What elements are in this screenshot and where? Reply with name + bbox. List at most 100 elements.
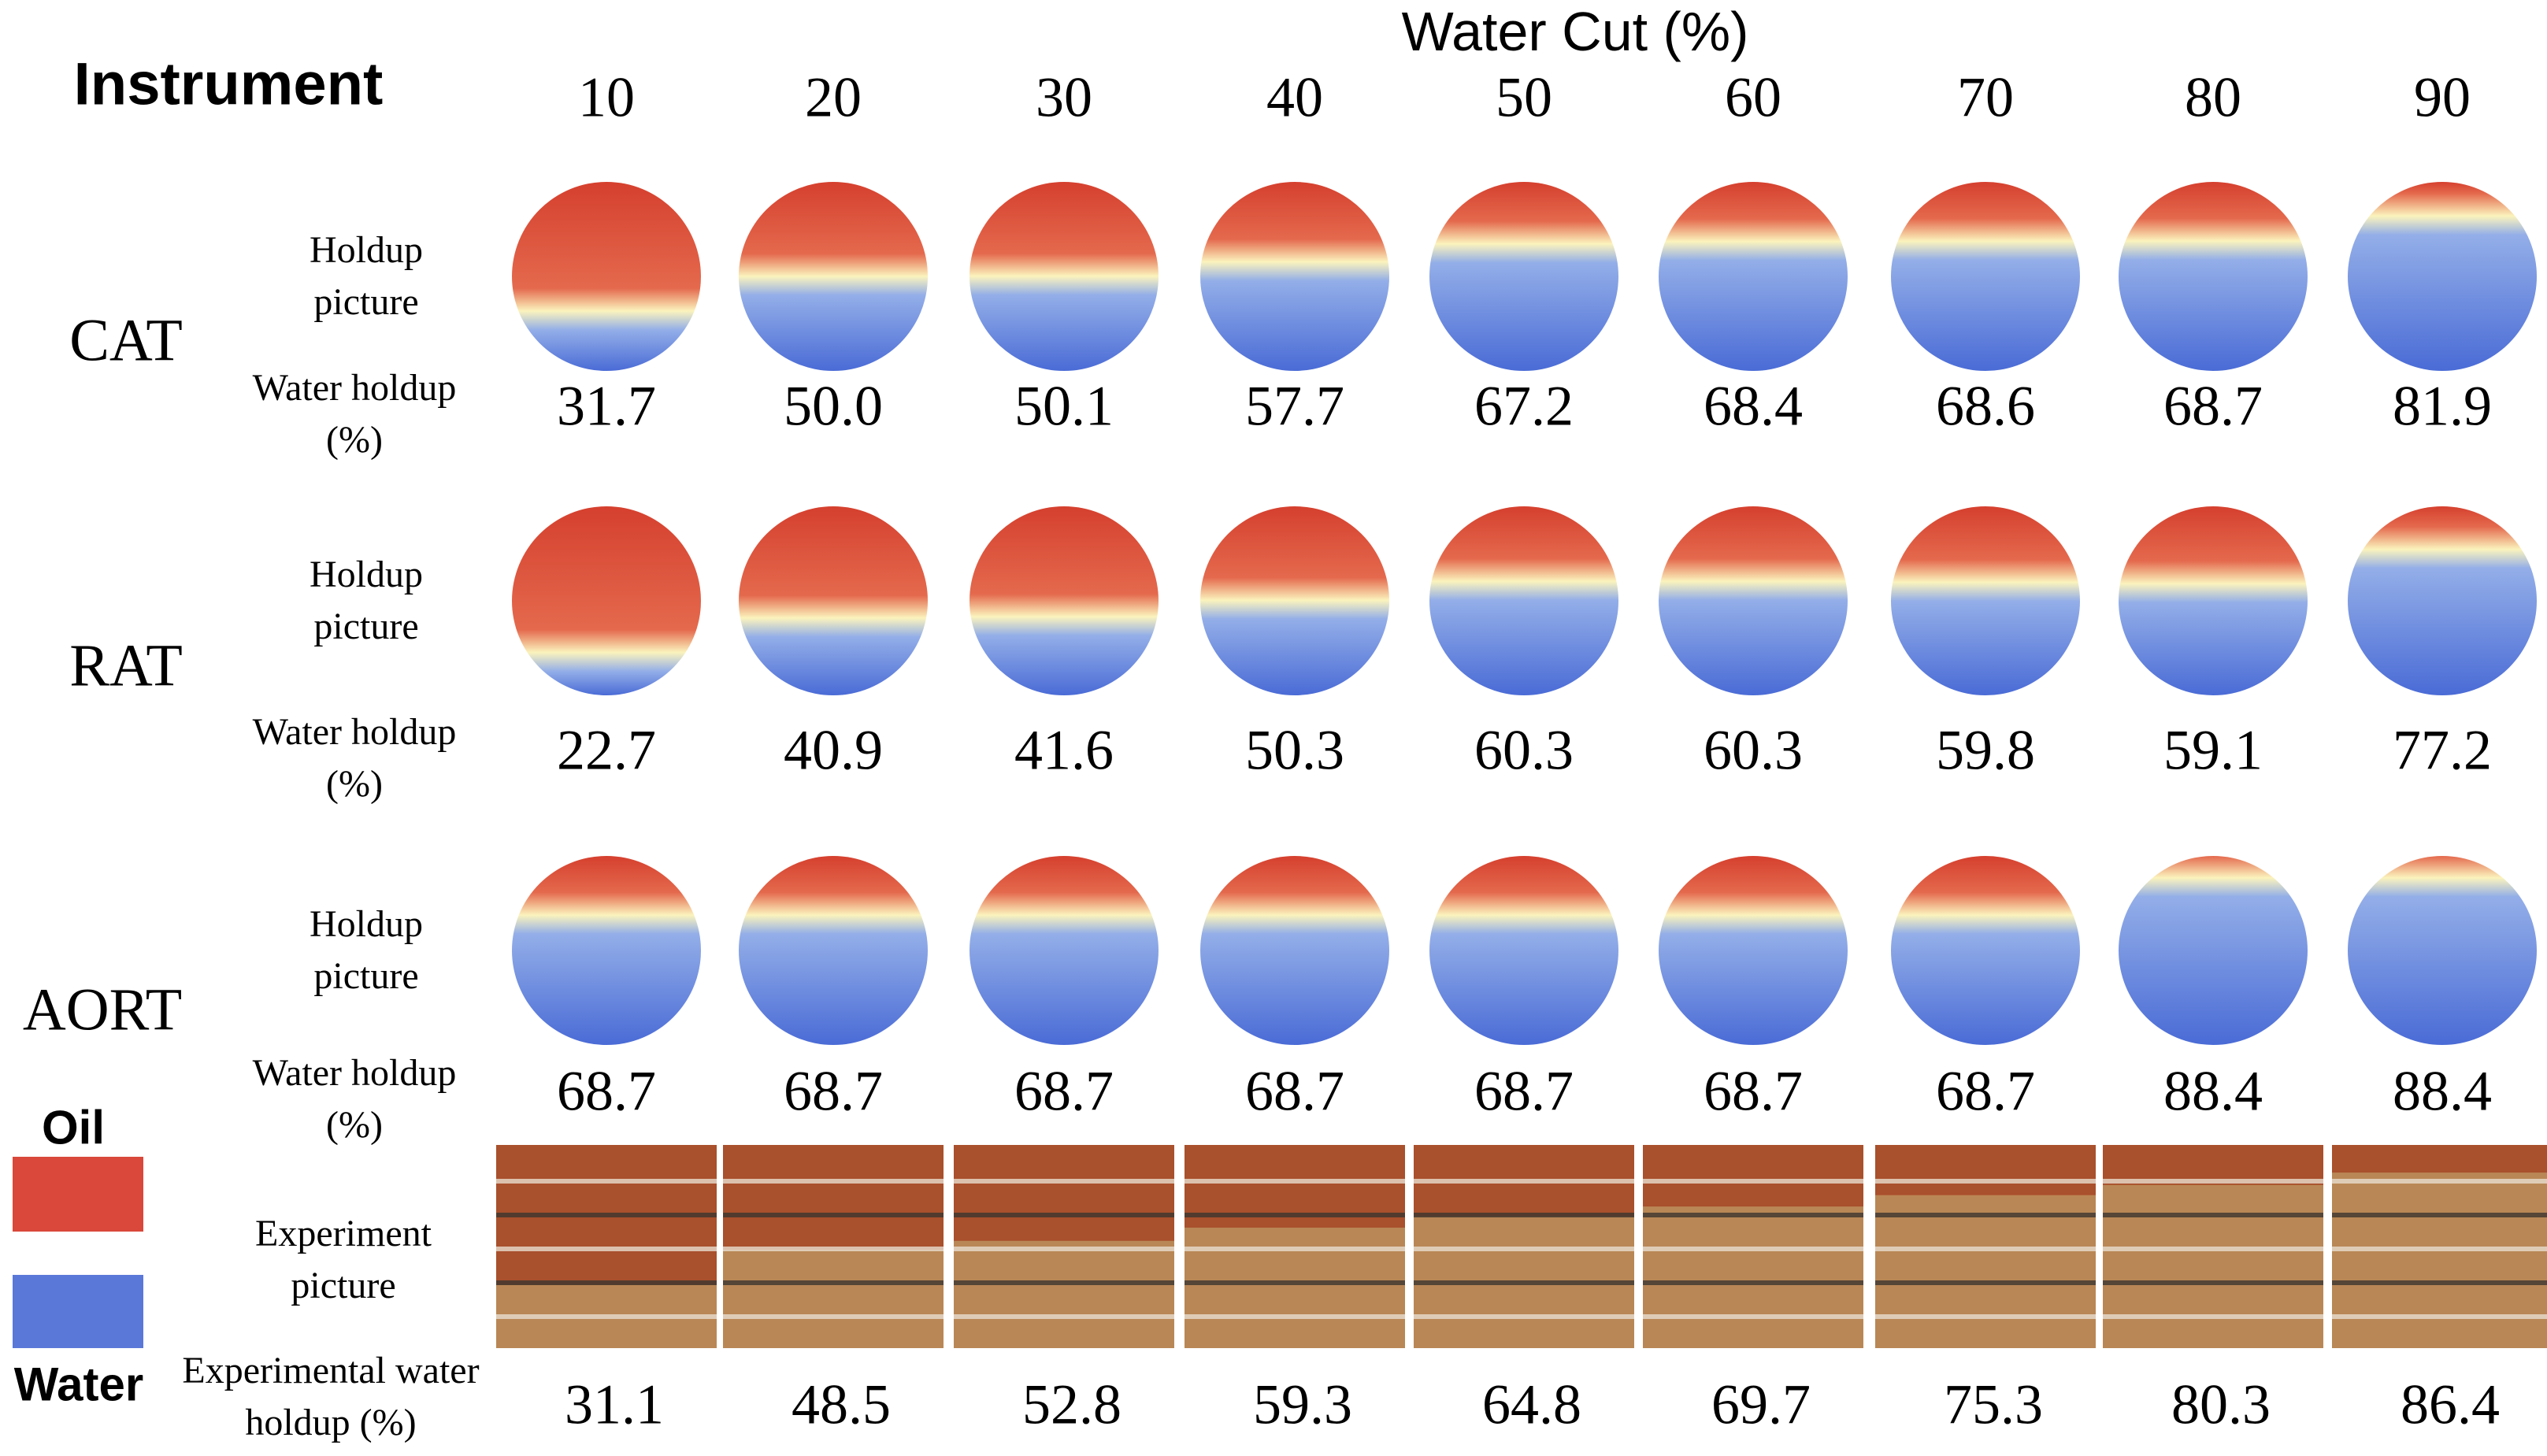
experimental-holdup: 59.3	[1253, 1373, 1352, 1436]
holdup-picture	[1891, 506, 2080, 695]
water-cut-label: 30	[1036, 65, 1092, 129]
experiment-picture	[2332, 1145, 2547, 1348]
water-cut-label: 90	[2414, 65, 2471, 129]
holdup-picture	[739, 506, 928, 695]
water-holdup: 68.7	[1474, 1059, 1574, 1123]
holdup-picture	[1200, 506, 1389, 695]
experiment-picture-label: Experiment picture	[255, 1213, 432, 1306]
holdup-picture	[1659, 856, 1848, 1045]
water-holdup: 88.4	[2163, 1059, 2263, 1123]
holdup-picture	[2348, 182, 2537, 371]
instrument-name: AORT	[22, 976, 183, 1043]
water-cut-label: 10	[578, 65, 635, 129]
experiment-picture	[723, 1145, 944, 1348]
holdup-picture	[2119, 182, 2308, 371]
water-holdup: 68.7	[1014, 1059, 1114, 1123]
legend-water: Water	[13, 1358, 144, 1411]
experiment-picture	[1185, 1145, 1405, 1348]
water-holdup: 77.2	[2393, 718, 2492, 782]
holdup-picture	[1891, 182, 2080, 371]
instrument-name: CAT	[69, 307, 183, 374]
experimental-holdup: 86.4	[2401, 1373, 2500, 1436]
holdup-picture	[1429, 506, 1618, 695]
water-swatch	[13, 1275, 143, 1348]
holdup-picture	[512, 506, 701, 695]
experiment-picture	[1643, 1145, 1863, 1348]
water-holdup: 68.7	[784, 1059, 883, 1123]
holdup-picture	[1891, 856, 2080, 1045]
experiment-picture	[1875, 1145, 2096, 1348]
experiment-picture	[2103, 1145, 2323, 1348]
water-holdup: 50.3	[1245, 718, 1344, 782]
holdup-picture	[1659, 506, 1848, 695]
holdup-picture	[1200, 182, 1389, 371]
holdup-picture	[2119, 856, 2308, 1045]
water-cut-label: 20	[805, 65, 862, 129]
water-holdup: 31.7	[557, 374, 656, 438]
water-holdup: 81.9	[2393, 374, 2492, 438]
experiment-picture	[954, 1145, 1174, 1348]
water-holdup: 57.7	[1245, 374, 1344, 438]
water-holdup: 68.7	[2163, 374, 2263, 438]
water-holdup: 60.3	[1474, 718, 1574, 782]
holdup-picture	[1200, 856, 1389, 1045]
experimental-holdup: 80.3	[2171, 1373, 2271, 1436]
water-holdup: 68.7	[557, 1059, 656, 1123]
water-holdup: 68.6	[1936, 374, 2035, 438]
holdup-picture	[969, 506, 1159, 695]
water-holdup: 40.9	[784, 718, 883, 782]
water-cut-label: 70	[1957, 65, 2014, 129]
water-holdup: 68.7	[1704, 1059, 1803, 1123]
water-holdup: 68.7	[1936, 1059, 2035, 1123]
holdup-picture	[739, 182, 928, 371]
water-holdup: 68.7	[1245, 1059, 1344, 1123]
experimental-holdup: 69.7	[1711, 1373, 1811, 1436]
experimental-holdup: 75.3	[1944, 1373, 2043, 1436]
experimental-holdup: 48.5	[792, 1373, 891, 1436]
water-cut-label: 80	[2185, 65, 2241, 129]
holdup-picture	[2119, 506, 2308, 695]
experimental-holdup: 52.8	[1022, 1373, 1121, 1436]
experiment-picture	[496, 1145, 717, 1348]
experimental-holdup: 31.1	[565, 1373, 664, 1436]
picture-label: Holdup picture	[310, 229, 423, 323]
water-holdup: 22.7	[557, 718, 656, 782]
holdup-picture	[512, 856, 701, 1045]
experimental-holdup: 64.8	[1482, 1373, 1581, 1436]
water-holdup: 50.1	[1014, 374, 1114, 438]
water-cut-label: 50	[1496, 65, 1552, 129]
water-holdup: 59.8	[1936, 718, 2035, 782]
water-holdup: 67.2	[1474, 374, 1574, 438]
holdup-picture	[2348, 856, 2537, 1045]
oil-swatch	[13, 1157, 143, 1232]
value-label: Water holdup (%)	[252, 367, 457, 461]
holdup-picture	[969, 182, 1159, 371]
experiment-picture	[1414, 1145, 1634, 1348]
corner-label: Instrument	[73, 50, 384, 118]
instrument-name: RAT	[69, 632, 183, 699]
water-holdup: 50.0	[784, 374, 883, 438]
water-cut-label: 60	[1725, 65, 1781, 129]
picture-label: Holdup picture	[310, 903, 423, 997]
holdup-picture	[2348, 506, 2537, 695]
water-holdup: 60.3	[1704, 718, 1803, 782]
water-holdup: 59.1	[2163, 718, 2263, 782]
water-holdup: 68.4	[1704, 374, 1803, 438]
value-label: Water holdup (%)	[252, 1052, 457, 1146]
experiment-value-label: Experimental water holdup (%)	[182, 1350, 480, 1443]
water-holdup: 88.4	[2393, 1059, 2492, 1123]
holdup-picture	[739, 856, 928, 1045]
water-cut-label: 40	[1266, 65, 1323, 129]
holdup-picture	[1429, 182, 1618, 371]
picture-label: Holdup picture	[310, 554, 423, 647]
holdup-picture	[969, 856, 1159, 1045]
value-label: Water holdup (%)	[252, 711, 457, 805]
legend-oil: Oil	[41, 1101, 106, 1154]
title: Water Cut (%)	[1401, 1, 1749, 62]
water-holdup: 41.6	[1014, 718, 1114, 782]
holdup-picture	[512, 182, 701, 371]
holdup-picture	[1429, 856, 1618, 1045]
holdup-picture	[1659, 182, 1848, 371]
